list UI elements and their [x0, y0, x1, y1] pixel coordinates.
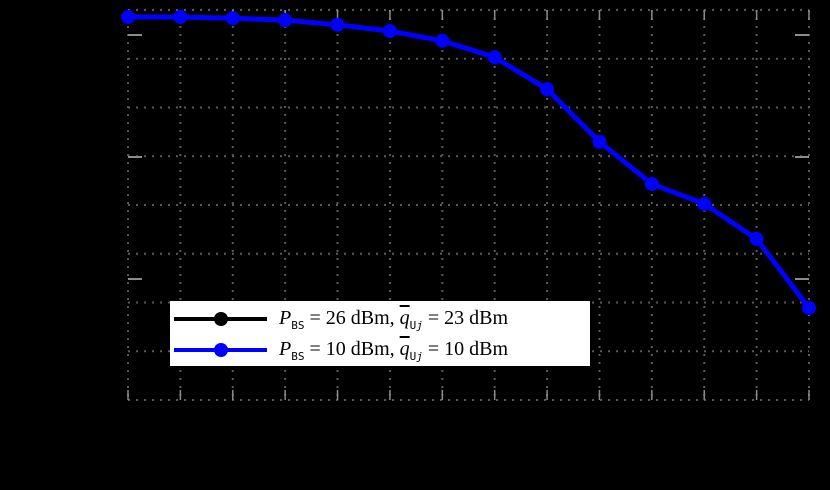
data-point	[592, 134, 607, 149]
data-point	[644, 176, 659, 191]
legend-swatch-black	[174, 304, 267, 334]
data-point	[540, 82, 555, 97]
series-black	[121, 10, 816, 315]
data-point	[749, 231, 764, 246]
data-point	[330, 17, 345, 32]
legend-label-black: PBS = 26 dBm, qUj = 23 dBm	[279, 306, 509, 332]
legend-item-black-series: PBS = 26 dBm, qUj = 23 dBm	[170, 304, 590, 334]
grid-lines	[127, 9, 810, 401]
series-blue	[121, 10, 816, 315]
legend: PBS = 26 dBm, qUj = 23 dBm PBS = 10 dBm,…	[170, 301, 590, 366]
data-point	[173, 10, 188, 25]
legend-swatch-blue	[174, 335, 267, 365]
data-point	[225, 11, 240, 26]
legend-label-blue: PBS = 10 dBm, qUj = 10 dBm	[279, 337, 509, 363]
data-point	[121, 10, 135, 25]
circle-marker-icon	[214, 312, 228, 326]
data-point	[487, 50, 502, 65]
data-point	[278, 13, 293, 28]
data-point	[382, 24, 397, 39]
series-layer	[121, 10, 816, 315]
data-point	[802, 300, 816, 315]
legend-item-blue-series: PBS = 10 dBm, qUj = 10 dBm	[170, 335, 590, 365]
data-point	[697, 196, 712, 211]
data-point	[435, 33, 450, 48]
circle-marker-icon	[214, 343, 228, 357]
